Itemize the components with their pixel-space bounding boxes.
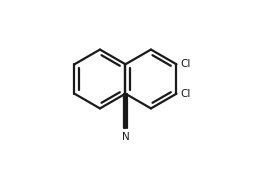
Text: Cl: Cl [181,89,191,99]
Text: N: N [122,132,129,142]
Text: Cl: Cl [181,59,191,69]
